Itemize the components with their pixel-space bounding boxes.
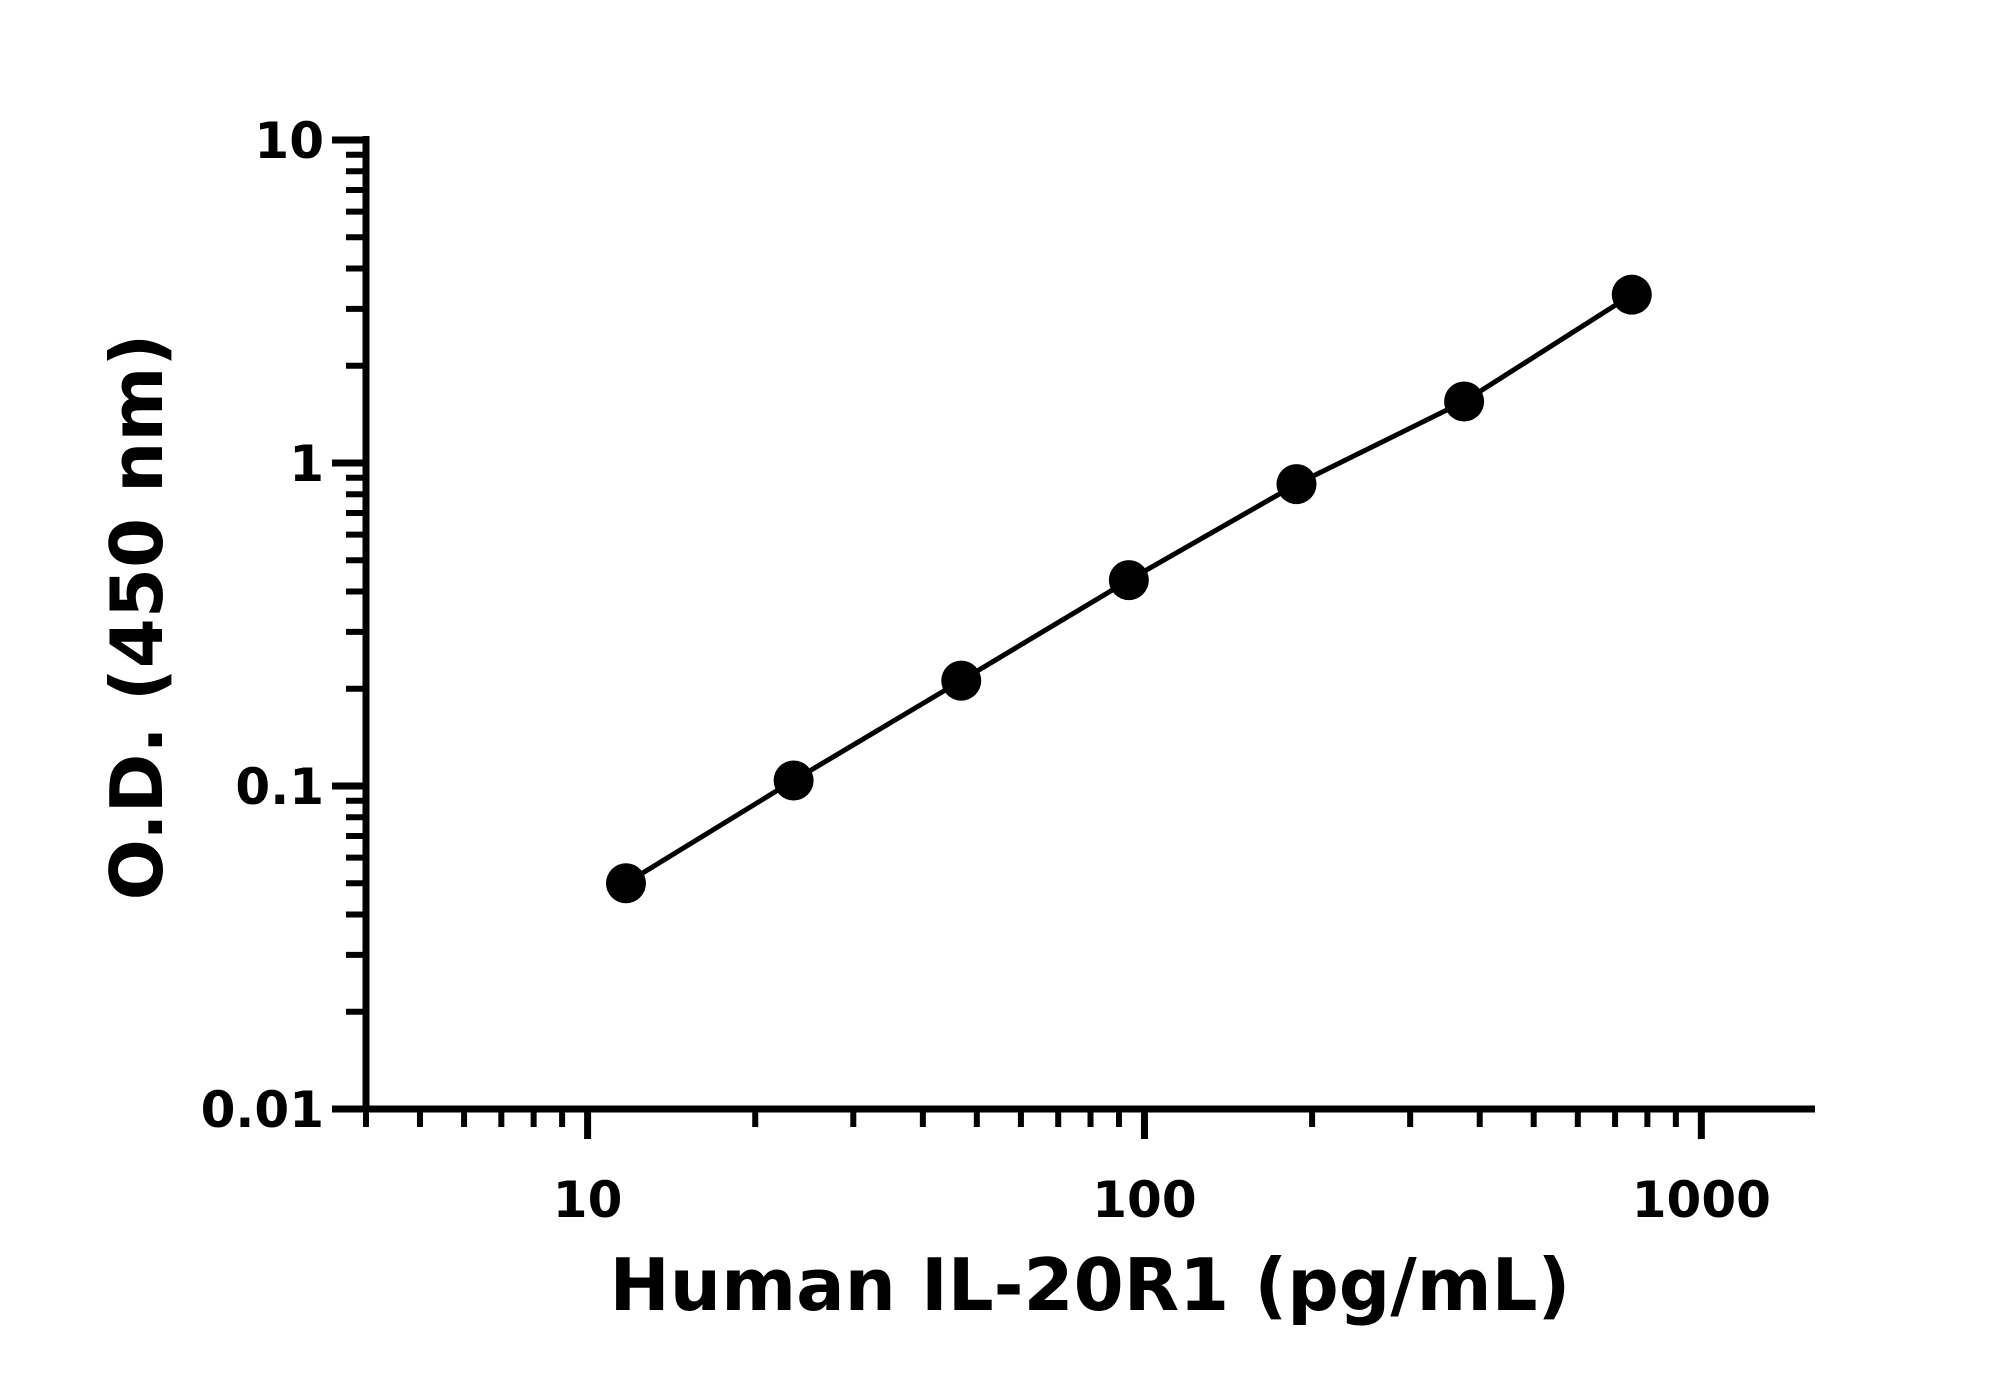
data-point <box>941 660 982 701</box>
data-point <box>1276 464 1317 505</box>
y-tick-label: 0.01 <box>201 1081 324 1139</box>
y-tick-label: 0.1 <box>235 758 324 816</box>
data-point <box>773 760 814 801</box>
data-point <box>1108 560 1149 601</box>
y-major-ticks <box>332 136 366 1113</box>
y-tick-label: 1 <box>289 435 324 493</box>
x-tick-label: 10 <box>553 1171 623 1229</box>
x-axis-title: Human IL-20R1 (pg/mL) <box>610 1243 1571 1327</box>
x-tick-label: 100 <box>1092 1171 1196 1229</box>
y-tick-label: 10 <box>254 112 324 170</box>
data-point <box>1611 274 1652 315</box>
y-axis-title: O.D. (450 nm) <box>95 334 179 901</box>
x-tick-labels: 10 100 1000 <box>553 1171 1771 1229</box>
data-points <box>605 274 1652 904</box>
x-major-ticks <box>584 1109 1705 1139</box>
data-point <box>605 863 646 904</box>
y-tick-labels: 10 1 0.1 0.01 <box>201 112 324 1139</box>
x-tick-label: 1000 <box>1632 1171 1771 1229</box>
data-point <box>1444 381 1485 422</box>
